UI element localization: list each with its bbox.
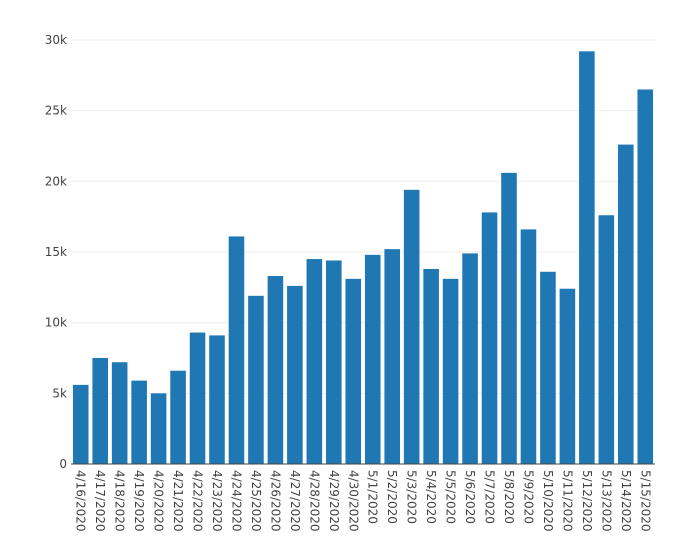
x-tick-label: 4/22/2020: [191, 470, 205, 532]
bar: [540, 271, 556, 464]
bar: [131, 380, 147, 464]
x-tick-label: 4/23/2020: [210, 470, 224, 532]
y-tick-label: 25k: [45, 104, 67, 118]
bar: [170, 370, 186, 464]
bar: [364, 254, 381, 464]
bar: [579, 51, 595, 464]
x-tick-label: 5/12/2020: [580, 470, 594, 532]
x-tick-label: 4/16/2020: [74, 470, 88, 532]
bar: [267, 276, 284, 464]
x-tick-label: 4/21/2020: [171, 470, 185, 532]
x-tick-label: 5/1/2020: [366, 470, 380, 524]
bar: [326, 260, 342, 464]
bar: [189, 332, 206, 464]
y-tick-label: 10k: [45, 316, 67, 330]
bar: [442, 278, 459, 464]
x-tick-label: 4/20/2020: [152, 470, 166, 532]
bars: [72, 51, 654, 464]
bar: [150, 393, 167, 464]
x-tick-label: 4/25/2020: [249, 470, 263, 532]
bar: [423, 268, 439, 464]
bar: [559, 288, 576, 464]
bar: [403, 189, 420, 464]
bar: [306, 259, 323, 464]
x-tick-label: 4/29/2020: [327, 470, 341, 532]
x-tick-label: 4/30/2020: [346, 470, 360, 532]
x-tick-label: 4/28/2020: [307, 470, 321, 532]
y-tick-label: 5k: [52, 386, 67, 400]
y-tick-label: 15k: [45, 245, 67, 259]
x-tick-label: 4/27/2020: [288, 470, 302, 532]
bar: [637, 89, 654, 464]
bar: [248, 295, 264, 464]
bar: [481, 212, 498, 464]
x-tick-label: 5/2/2020: [385, 470, 399, 524]
x-tick-label: 5/3/2020: [405, 470, 419, 524]
x-tick-label: 4/18/2020: [113, 470, 127, 532]
bar: [72, 384, 89, 464]
x-tick-label: 5/14/2020: [619, 470, 633, 532]
bar: [520, 229, 537, 464]
y-axis-ticks: 0 5k 10k 15k 20k 25k 30k: [45, 33, 67, 471]
x-tick-label: 5/13/2020: [599, 470, 613, 532]
bar: [92, 358, 108, 464]
x-tick-label: 5/5/2020: [444, 470, 458, 524]
bar: [618, 144, 634, 464]
bar: [384, 249, 400, 464]
bar: [345, 278, 362, 464]
gridlines: [71, 39, 655, 394]
x-tick-label: 5/6/2020: [463, 470, 477, 524]
x-tick-label: 5/9/2020: [521, 470, 535, 524]
x-tick-label: 5/8/2020: [502, 470, 516, 524]
y-tick-label: 30k: [45, 33, 67, 47]
x-axis-ticks: 4/16/2020 4/17/2020 4/18/2020 4/19/2020 4/20…: [74, 470, 653, 532]
bar: [287, 285, 303, 464]
bar: [598, 215, 615, 464]
bar: [462, 253, 478, 464]
x-tick-label: 5/7/2020: [483, 470, 497, 524]
bar: [501, 172, 517, 464]
x-tick-label: 4/17/2020: [93, 470, 107, 532]
y-tick-label: 20k: [45, 174, 67, 188]
y-tick-label: 0: [59, 457, 67, 471]
bar: [209, 335, 225, 464]
x-tick-label: 4/26/2020: [268, 470, 282, 532]
x-tick-label: 4/24/2020: [229, 470, 243, 532]
x-tick-label: 5/10/2020: [541, 470, 555, 532]
bar: [228, 236, 245, 464]
x-tick-label: 4/19/2020: [132, 470, 146, 532]
bar: [111, 362, 128, 464]
x-tick-label: 5/11/2020: [560, 470, 574, 532]
x-tick-label: 5/15/2020: [638, 470, 652, 532]
x-tick-label: 5/4/2020: [424, 470, 438, 524]
